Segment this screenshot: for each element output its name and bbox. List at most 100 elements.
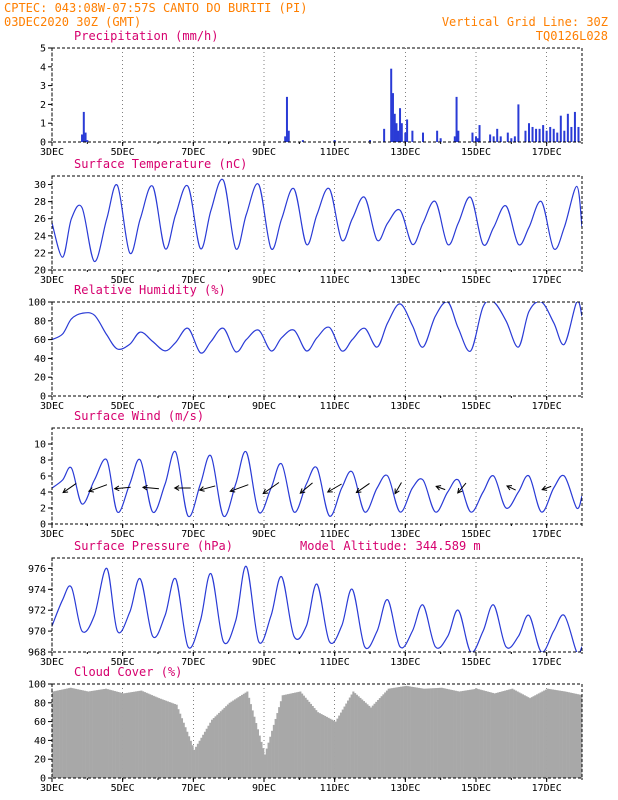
- cloud-cover-bar: [357, 696, 360, 778]
- precipitation-bar: [528, 123, 530, 142]
- temperature-xtick-label: 3DEC: [40, 275, 64, 286]
- cloud-cover-bar: [299, 691, 302, 778]
- cloud-cover-bar: [483, 690, 486, 778]
- cloud-cover-bar: [253, 716, 256, 778]
- cloud-cover-bar: [456, 691, 459, 778]
- precipitation-xtick-label: 13DEC: [390, 147, 420, 158]
- cloud-cover-bar: [177, 709, 180, 778]
- precipitation-bar: [395, 123, 398, 142]
- cloud-cover-bar: [401, 686, 404, 778]
- cloud-cover-bar: [120, 692, 123, 778]
- cloud-cover-bar: [463, 690, 466, 778]
- wind-vector-head: [435, 485, 442, 491]
- cloud-cover-bar: [198, 740, 201, 778]
- humidity-xtick-label: 17DEC: [532, 401, 562, 412]
- cloud-cover-bar: [332, 720, 335, 778]
- humidity-ytick-label: 60: [34, 335, 46, 346]
- cloud-cover-bar: [140, 690, 143, 778]
- humidity-ytick-label: 0: [40, 392, 46, 403]
- humidity-xtick-label: 7DEC: [181, 401, 205, 412]
- temperature-title: Surface Temperature (nC): [74, 157, 247, 171]
- temperature-ytick-label: 22: [34, 248, 46, 259]
- cloud-cover-bar: [186, 731, 189, 778]
- cloud-cover-bar: [271, 730, 274, 778]
- cloud-cover-bar: [361, 699, 364, 778]
- cloud-cover-bar: [214, 716, 217, 778]
- cloud-cover-bar: [521, 694, 524, 778]
- temperature-ytick-label: 26: [34, 214, 46, 225]
- humidity-title: Relative Humidity (%): [74, 283, 226, 297]
- cloud-cover-bar: [239, 696, 242, 778]
- cloud-cover-bar: [518, 692, 521, 778]
- wind-vector: [142, 486, 159, 490]
- cloud-cover-bar: [195, 746, 198, 778]
- precipitation-bar: [422, 132, 424, 142]
- cloud-cover-bar: [74, 688, 78, 778]
- precipitation-bar: [399, 108, 402, 142]
- cloud-cover-bar: [246, 691, 249, 778]
- precipitation-bar: [287, 130, 290, 142]
- cloud-cover-bar: [249, 704, 252, 778]
- precipitation-bar: [573, 111, 576, 142]
- pressure-line: [52, 565, 582, 652]
- cloud-cover-bar: [470, 689, 473, 778]
- cloud-cover-bar: [170, 702, 173, 778]
- cloud-cover-bar: [73, 688, 76, 778]
- temperature-ytick-label: 20: [34, 266, 46, 277]
- cloud-cover-bar: [380, 696, 383, 778]
- cloud-cover-bar: [225, 706, 228, 778]
- precipitation-xtick-label: 3DEC: [40, 147, 64, 158]
- cloud-cover-bar: [472, 689, 475, 778]
- cloud-cover-bar: [423, 688, 426, 778]
- header-run-id: TQ0126L028: [536, 29, 608, 43]
- cloud-cover-bar: [387, 688, 390, 778]
- precipitation-bar: [535, 128, 538, 142]
- cloud-cover-bar: [105, 688, 108, 778]
- wind-line: [52, 450, 582, 518]
- cloud-cover-bar: [317, 712, 320, 778]
- pressure-ytick-label: 974: [28, 585, 46, 596]
- cloud-cover-bar: [191, 745, 194, 778]
- cloud-cover-bar: [331, 719, 334, 778]
- cloud-cover-bar: [424, 688, 427, 778]
- cloud-cover-bar: [433, 688, 436, 778]
- cloud-cover-bar: [306, 699, 309, 778]
- cloud-cover-bar: [159, 698, 162, 778]
- precipitation-title: Precipitation (mm/h): [74, 29, 219, 43]
- cloud-cover-bar: [428, 688, 431, 778]
- precipitation-bar: [86, 140, 89, 142]
- cloud-cover-bar: [350, 694, 353, 778]
- temperature-xtick-label: 13DEC: [390, 275, 420, 286]
- wind-vector-head: [299, 488, 306, 494]
- cloud-cover-bar: [122, 693, 125, 778]
- temperature-line: [52, 178, 582, 263]
- cloud-cover-bar: [279, 701, 282, 778]
- precipitation-bar: [475, 136, 477, 142]
- precipitation-bar: [84, 132, 87, 142]
- cloud-cover-bar: [435, 688, 438, 778]
- humidity-ytick-label: 40: [34, 354, 46, 365]
- cloud-cover-bar: [124, 693, 127, 778]
- cloud-cover-bar: [131, 691, 134, 778]
- wind-ytick-label: 2: [40, 504, 46, 515]
- cloud-cover-bar: [71, 688, 74, 778]
- cloud-cover-bar: [534, 695, 537, 778]
- precipitation-bar: [406, 119, 409, 142]
- precipitation-bar: [559, 115, 562, 142]
- cloud-cover-bar: [364, 702, 367, 778]
- cloud-cover-bar: [543, 690, 546, 778]
- cloud-cover-bar: [304, 697, 307, 778]
- cloud-cover-bar: [537, 693, 540, 778]
- cloud-cover-xtick-label: 5DEC: [111, 783, 135, 794]
- cloud-cover-bar: [219, 711, 222, 778]
- cloud-cover-bar: [438, 687, 441, 778]
- cloud-cover-bar: [161, 699, 164, 778]
- wind-vector-head: [541, 485, 548, 491]
- cloud-cover-bar: [567, 692, 570, 778]
- pressure-xtick-label: 9DEC: [252, 657, 276, 668]
- cloud-cover-ytick-label: 100: [28, 680, 46, 691]
- wind-vector: [394, 482, 402, 494]
- cloud-cover-bar: [101, 689, 104, 778]
- cloud-cover-bar: [359, 697, 362, 778]
- wind-vector-head: [457, 487, 463, 494]
